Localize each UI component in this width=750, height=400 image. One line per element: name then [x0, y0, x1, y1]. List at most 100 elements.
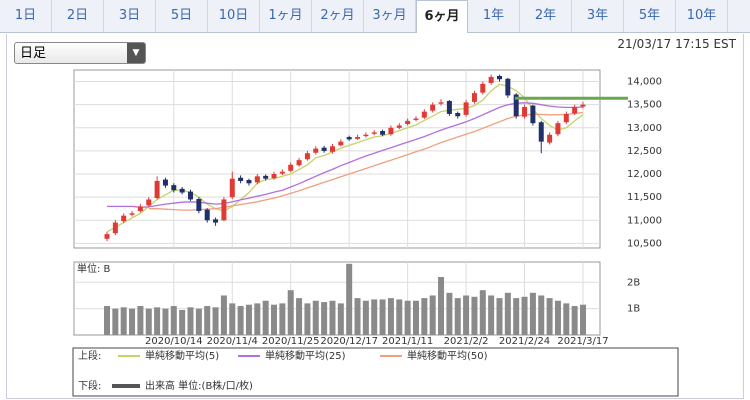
ma-line [107, 102, 584, 208]
x-tick-label: 2021/3/17 [557, 336, 608, 347]
candle-body [421, 111, 427, 118]
tab[interactable]: 6ヶ月 [416, 0, 468, 33]
dropdown-text: 日足 [20, 46, 47, 61]
candle-body [471, 93, 477, 102]
volume-bar [187, 307, 194, 335]
volume-tick-label: 2B [627, 277, 640, 288]
tab[interactable]: 2日 [52, 0, 104, 32]
volume-bar [580, 304, 586, 335]
volume-bar [438, 277, 445, 335]
candle-body [580, 104, 586, 107]
candle-body [338, 141, 344, 146]
volume-bar [354, 298, 361, 335]
tab[interactable]: 3年 [572, 0, 624, 32]
candle-body [238, 177, 244, 181]
candle-body [496, 76, 502, 80]
volume-bar [262, 300, 269, 335]
volume-bar [195, 308, 202, 335]
volume-bar [287, 290, 294, 335]
legend-box [72, 347, 679, 397]
x-tick-label: 2020/12/17 [320, 336, 378, 347]
candle-body [246, 180, 252, 184]
tab-bar: 1日 2日 3日 5日 10日 1ヶ月 2ヶ月 3ヶ月 6ヶ月 1年 2年 3年 5年 10年 [0, 0, 750, 33]
volume-bar [412, 300, 419, 335]
tab[interactable]: 2ヶ月 [312, 0, 364, 32]
tab[interactable]: 3ヶ月 [364, 0, 416, 32]
y-tick-label: 10,500 [627, 238, 662, 249]
volume-bar [220, 295, 227, 335]
volume-bar [571, 306, 578, 335]
tab[interactable]: 1日 [0, 0, 52, 32]
candle-body [455, 112, 461, 117]
y-tick-label: 12,500 [627, 146, 662, 157]
candle-body [563, 113, 569, 123]
volume-bar [329, 300, 336, 335]
tab[interactable]: 10日 [208, 0, 260, 32]
volume-bar [112, 308, 119, 335]
y-tick-label: 11,500 [627, 192, 662, 203]
candle-body [313, 148, 319, 153]
tab[interactable]: 2年 [520, 0, 572, 32]
candle-body [104, 234, 110, 239]
volume-bar [496, 298, 503, 335]
volume-bar [321, 302, 328, 335]
volume-bar [271, 304, 278, 335]
volume-bar [296, 298, 303, 335]
volume-bar [212, 307, 219, 335]
y-tick-label: 14,000 [627, 77, 662, 88]
volume-bar [245, 304, 252, 335]
volume-bar [229, 303, 236, 335]
legend-label: 単純移動平均(50) [407, 349, 488, 362]
tab[interactable]: 1年 [468, 0, 520, 32]
volume-bar [554, 300, 561, 335]
volume-bar [421, 298, 428, 335]
legend-group: 下段: [78, 379, 101, 392]
candle-body [121, 215, 127, 222]
volume-bar [120, 307, 127, 335]
volume-bar [204, 306, 211, 335]
candle-body [271, 174, 277, 179]
candle-body [296, 160, 302, 166]
volume-bar [145, 308, 152, 335]
tab[interactable]: 5日 [156, 0, 208, 32]
candle-body [547, 134, 553, 143]
dropdown[interactable]: 日足 ▼ [14, 42, 146, 64]
candle-body [213, 219, 219, 223]
legend-label: 出来高 単位:(B株/口/枚) [145, 379, 253, 392]
dropdown-arrow[interactable]: ▼ [127, 43, 145, 63]
tab[interactable]: 5年 [624, 0, 676, 32]
candle-body [129, 213, 135, 215]
candle-body [438, 102, 444, 104]
candle-body [112, 222, 118, 234]
candle-body [413, 118, 419, 120]
candle-body [179, 188, 185, 193]
volume-bar [254, 303, 261, 335]
legend-group: 上段: [78, 349, 101, 362]
candle-body [446, 100, 452, 114]
candle-body [430, 104, 436, 111]
volume-bar [488, 295, 495, 335]
candle-body [221, 199, 227, 221]
ma-line [106, 83, 584, 233]
candle-body [463, 102, 469, 115]
volume-bar [362, 300, 369, 335]
y-tick-label: 13,000 [627, 123, 662, 134]
tab[interactable]: 1ヶ月 [260, 0, 312, 32]
candle-body [572, 106, 578, 114]
candle-body [555, 123, 561, 135]
volume-bar [521, 296, 528, 335]
volume-bar [404, 300, 411, 335]
volume-bar [446, 292, 453, 335]
volume-bar [463, 295, 470, 335]
candle-body [304, 153, 310, 160]
tab[interactable]: 3日 [104, 0, 156, 32]
tab[interactable]: 10年 [676, 0, 728, 32]
volume-bar [346, 263, 353, 335]
candle-body [355, 137, 361, 139]
candle-body [229, 178, 235, 198]
x-tick-label: 2020/11/4 [207, 336, 258, 347]
volume-bar [304, 303, 311, 335]
volume-bar [154, 307, 161, 335]
